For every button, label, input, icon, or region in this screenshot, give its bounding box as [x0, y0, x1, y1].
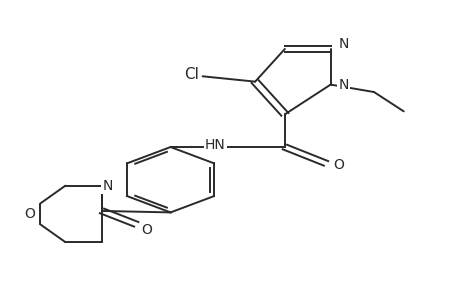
Text: N: N [337, 78, 348, 92]
Text: O: O [333, 158, 343, 172]
Text: O: O [24, 207, 35, 221]
Text: O: O [141, 223, 152, 237]
Text: N: N [102, 179, 112, 193]
Text: Cl: Cl [183, 67, 198, 82]
Text: N: N [337, 37, 348, 51]
Text: HN: HN [205, 138, 225, 152]
